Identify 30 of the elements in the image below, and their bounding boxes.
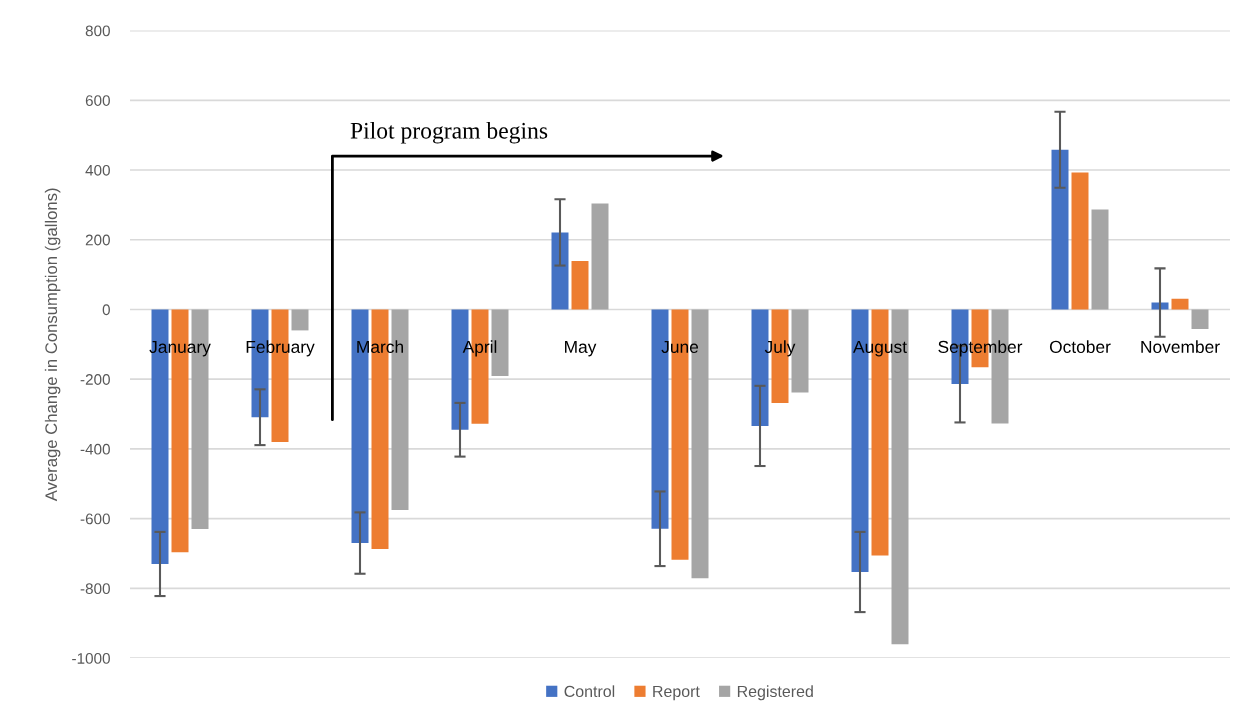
legend-label: Control xyxy=(564,685,615,698)
bar xyxy=(551,232,569,310)
bar xyxy=(1091,209,1109,310)
bar xyxy=(291,309,309,331)
y-tick-label: -400 xyxy=(80,443,110,455)
y-tick-label: 200 xyxy=(85,234,110,246)
x-tick-label: November xyxy=(1141,340,1220,354)
x-tick-label: January xyxy=(149,340,211,357)
x-tick-label: October xyxy=(1049,340,1111,354)
y-axis-title: Average Change in Consumption (gallons) xyxy=(44,188,61,502)
annotation: Pilot program begins xyxy=(350,122,548,144)
bar xyxy=(1191,309,1209,329)
bar xyxy=(591,203,609,310)
y-tick-label: 800 xyxy=(85,25,110,37)
legend-label: Registered xyxy=(737,685,813,701)
x-tick-label: March xyxy=(357,340,403,354)
y-tick-label: -200 xyxy=(80,374,110,385)
y-tick-label: -600 xyxy=(80,513,110,525)
y-tick-label: -1000 xyxy=(72,652,110,664)
legend-label: Report xyxy=(653,685,700,701)
bar xyxy=(1051,149,1069,310)
bar xyxy=(1071,172,1089,310)
y-tick-label: 600 xyxy=(85,95,110,106)
y-tick-label: -800 xyxy=(80,583,110,595)
y-tick-label: 400 xyxy=(85,164,110,176)
x-tick-label: May xyxy=(565,340,597,357)
bar xyxy=(1171,298,1189,310)
bar xyxy=(571,261,589,310)
y-tick-label: 0 xyxy=(102,304,110,316)
x-tick-label: August xyxy=(853,340,907,357)
